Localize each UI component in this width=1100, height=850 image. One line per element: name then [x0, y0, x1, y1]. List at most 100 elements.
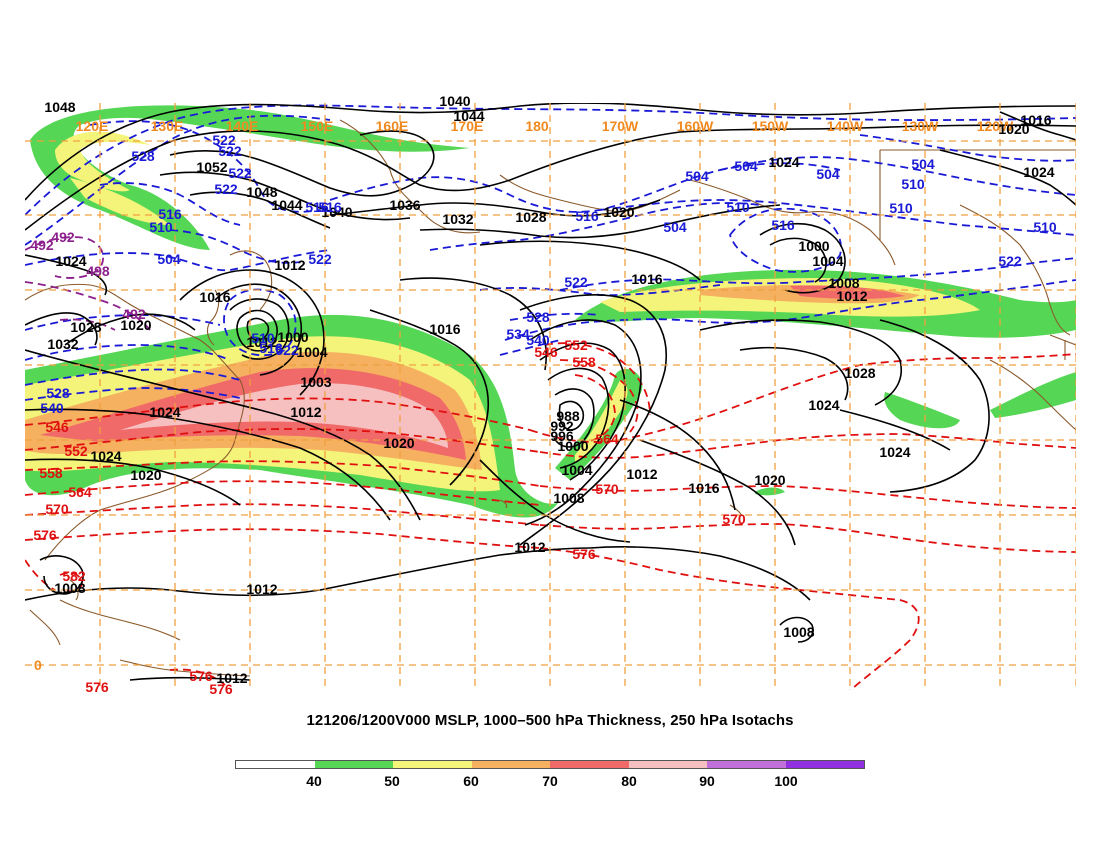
lon-label: 120W — [977, 118, 1014, 134]
thickness-label: 570 — [45, 501, 69, 517]
legend-swatch — [314, 761, 393, 768]
thickness-label: 564 — [595, 431, 619, 447]
isobar-label: 1020 — [383, 435, 414, 451]
thickness-label: 546 — [534, 344, 558, 360]
isobar-label: 1032 — [47, 336, 78, 352]
isobar-label: 1008 — [828, 275, 859, 291]
thickness-label: 528 — [131, 148, 155, 164]
isobar-label: 1044 — [453, 108, 484, 124]
thickness-label: 498 — [86, 263, 110, 279]
legend-label: 50 — [384, 773, 400, 789]
legend-label: 40 — [306, 773, 322, 789]
isobar-label: 1020 — [130, 467, 161, 483]
isobar-label: 1020 — [603, 204, 634, 220]
thickness-label: 576 — [209, 681, 233, 697]
lon-label: 180 — [525, 118, 549, 134]
lon-label: 150W — [752, 118, 789, 134]
isobar-label: 1052 — [196, 159, 227, 175]
isobar-label: 1024 — [90, 448, 121, 464]
isobar-label: 1012 — [290, 404, 321, 420]
thickness-label: 576 — [189, 668, 213, 684]
isobar-label: 1003 — [300, 374, 331, 390]
thickness-warm-contours — [25, 342, 1076, 690]
isobar-label: 1012 — [246, 334, 277, 350]
thickness-label: 522 — [275, 342, 299, 358]
isobar-label: 1004 — [812, 253, 843, 269]
isobar-label: 1024 — [1023, 164, 1054, 180]
thickness-label: 540 — [526, 332, 550, 348]
isobar-label: 1020 — [754, 472, 785, 488]
thickness-label: 522 — [212, 132, 236, 148]
thickness-label: 558 — [572, 354, 596, 370]
isobar-label: 1016 — [1020, 112, 1051, 128]
longitude-labels: 120E 130E 140E 150E 160E 170E 180 170W 1… — [76, 118, 1014, 134]
thickness-label: 582 — [62, 568, 86, 584]
thickness-label: 504 — [911, 156, 935, 172]
thickness-label: 528 — [46, 385, 70, 401]
legend-swatch — [707, 761, 786, 768]
isobar-label: 1028 — [844, 365, 875, 381]
isobar-label: 996 — [550, 428, 574, 444]
thickness-label: 576 — [85, 679, 109, 695]
thickness-label: 522 — [214, 181, 238, 197]
lon-label: 130W — [902, 118, 939, 134]
legend-label: 60 — [463, 773, 479, 789]
legend-label: 70 — [542, 773, 558, 789]
thickness-label: 510 — [726, 199, 750, 215]
thickness-label: 576 — [572, 546, 596, 562]
isobar-label: 1016 — [688, 480, 719, 496]
isobar-label: 1012 — [836, 288, 867, 304]
lon-label: 160E — [376, 118, 409, 134]
thickness-label: 516 — [158, 206, 182, 222]
thickness-label: 540 — [40, 400, 64, 416]
isobar-label: 1008 — [783, 624, 814, 640]
isobar-label: 1016 — [429, 321, 460, 337]
lon-label: 140W — [827, 118, 864, 134]
isobar-label: 1040 — [321, 204, 352, 220]
thickness-label: 510 — [149, 219, 173, 235]
isobar-label: 1000 — [557, 438, 588, 454]
isobar-label: 1012 — [216, 670, 247, 686]
lon-label: 150E — [301, 118, 334, 134]
thickness-label: 510 — [901, 176, 925, 192]
lon-label: 120E — [76, 118, 109, 134]
thickness-label: 510 — [889, 200, 913, 216]
isobar-label: 1000 — [798, 238, 829, 254]
thickness-label: 510 — [1033, 219, 1057, 235]
isobar-label: 1040 — [439, 93, 470, 109]
thickness-label: 528 — [526, 309, 550, 325]
thickness-warm-labels: 546 552 558 546 552 558 564 564 570 570 … — [33, 337, 746, 697]
isobar-label: 1012 — [274, 257, 305, 273]
isobar-label: 1012 — [246, 581, 277, 597]
thickness-label: 570 — [595, 481, 619, 497]
legend-swatch — [471, 761, 550, 768]
map-title: 121206/1200V000 MSLP, 1000–500 hPa Thick… — [306, 712, 794, 729]
legend-swatch — [785, 761, 864, 768]
thickness-label: 552 — [64, 443, 88, 459]
thickness-label: 504 — [663, 219, 687, 235]
thickness-label: 522 — [998, 253, 1022, 269]
isobar-label: 1012 — [626, 466, 657, 482]
thickness-cold-labels: 522 522 528 522 522 516 510 504 504 504 … — [40, 132, 1057, 416]
isobar-label: 1020 — [120, 317, 151, 333]
thickness-label: 558 — [39, 465, 63, 481]
isobar-label: 1028 — [515, 209, 546, 225]
thickness-label: 510 — [251, 330, 275, 346]
thickness-label: 564 — [68, 484, 92, 500]
isobar-label: 1016 — [199, 289, 230, 305]
legend-swatch — [236, 761, 315, 768]
legend-label: 90 — [699, 773, 715, 789]
thickness-label: 492 — [30, 237, 54, 253]
isobar-label: 1032 — [442, 211, 473, 227]
lon-label: 170W — [602, 118, 639, 134]
lat-label: 0 — [34, 657, 42, 673]
isobar-label: 1000 — [277, 329, 308, 345]
thickness-label: 516 — [318, 199, 342, 215]
isobar-label: 1048 — [246, 184, 277, 200]
lon-label: 160W — [677, 118, 714, 134]
legend-label: 100 — [774, 773, 798, 789]
thickness-label: 522 — [218, 143, 242, 159]
thickness-label: 570 — [722, 511, 746, 527]
